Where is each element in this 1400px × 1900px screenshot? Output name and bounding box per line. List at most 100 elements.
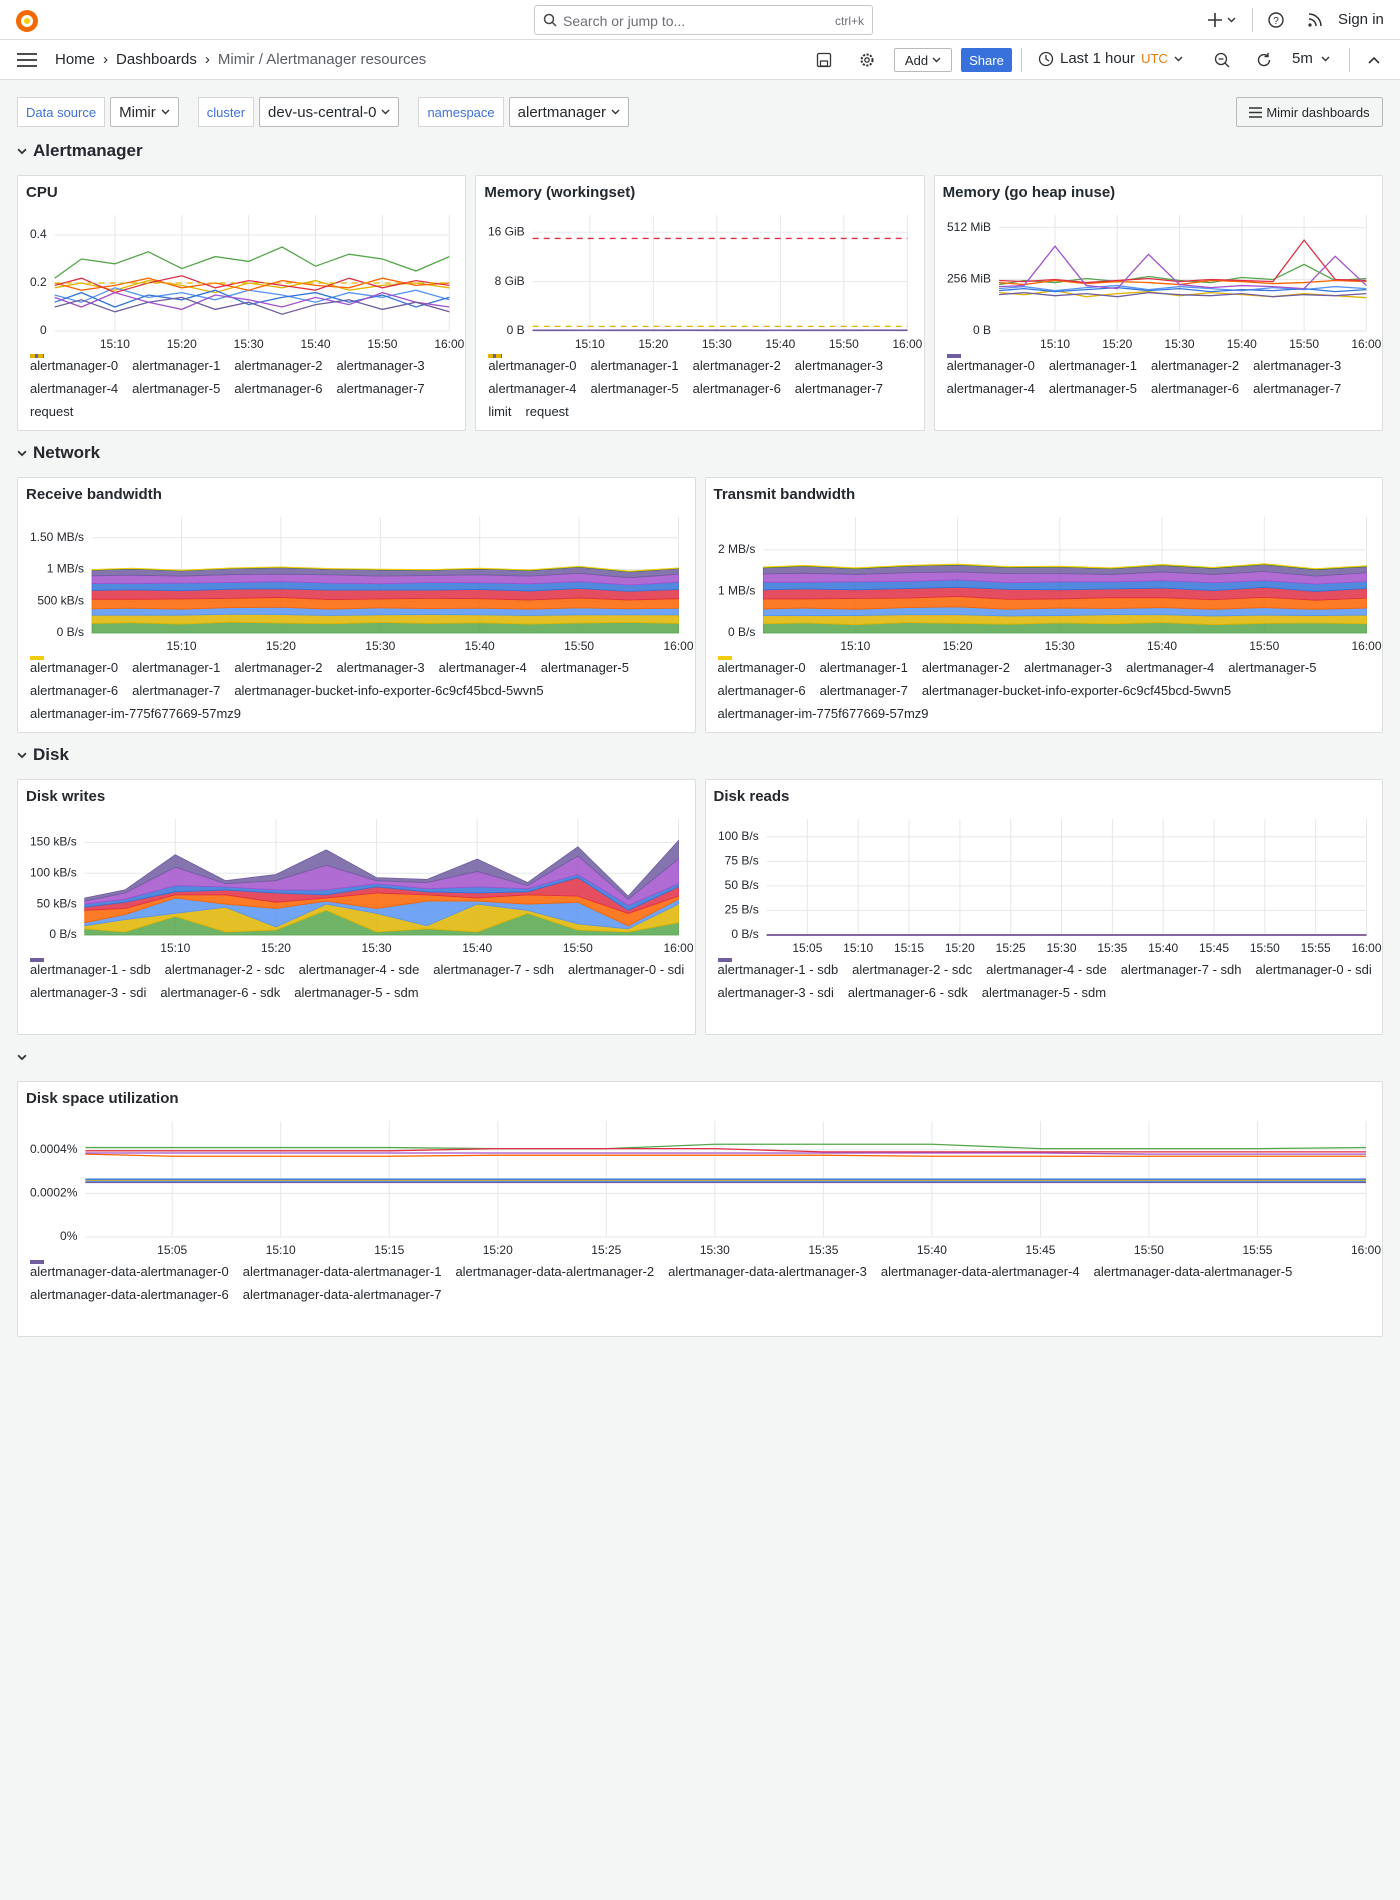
row-header[interactable] bbox=[17, 1043, 27, 1071]
legend-item[interactable]: alertmanager-data-alertmanager-3 bbox=[30, 1260, 867, 1283]
legend-item[interactable]: alertmanager-6 bbox=[30, 354, 323, 400]
legend-item[interactable]: alertmanager-1 - sdb bbox=[30, 958, 151, 981]
legend-item[interactable]: alertmanager-7 - sdh bbox=[30, 958, 554, 981]
legend-label: alertmanager-bucket-info-exporter-6c9cf4… bbox=[921, 683, 1232, 698]
legend-label: alertmanager-6 bbox=[234, 381, 323, 396]
legend-item[interactable]: alertmanager-2 bbox=[30, 656, 322, 679]
legend-item[interactable]: alertmanager-5 bbox=[30, 354, 220, 400]
legend-item[interactable]: alertmanager-5 bbox=[717, 656, 1316, 679]
settings-icon[interactable] bbox=[859, 52, 875, 68]
legend-item[interactable]: alertmanager-6 bbox=[946, 354, 1239, 400]
legend-item[interactable]: alertmanager-7 bbox=[946, 354, 1341, 400]
legend-item[interactable]: alertmanager-7 - sdh bbox=[717, 958, 1241, 981]
legend: alertmanager-data-alertmanager-0 alertman… bbox=[30, 1260, 1374, 1306]
breadcrumb[interactable]: Dashboards bbox=[116, 51, 197, 68]
legend-item[interactable]: alertmanager-2 - sdc bbox=[717, 958, 972, 981]
menu-icon[interactable] bbox=[17, 52, 37, 68]
legend-item[interactable]: alertmanager-4 bbox=[30, 354, 118, 400]
row-header[interactable]: Disk bbox=[17, 741, 69, 769]
legend-item[interactable]: alertmanager-7 bbox=[30, 656, 220, 702]
legend-item[interactable]: alertmanager-5 - sdm bbox=[717, 958, 1106, 1004]
legend-item[interactable]: request bbox=[30, 354, 74, 423]
legend-item[interactable]: alertmanager-data-alertmanager-1 bbox=[30, 1260, 441, 1283]
legend-item[interactable]: alertmanager-data-alertmanager-5 bbox=[30, 1260, 1292, 1283]
help-icon[interactable]: ? bbox=[1268, 12, 1284, 28]
legend-item[interactable]: alertmanager-1 - sdb bbox=[717, 958, 838, 981]
legend-item[interactable]: alertmanager-5 bbox=[946, 354, 1137, 400]
legend-item[interactable]: alertmanager-3 bbox=[717, 656, 1112, 679]
refresh-icon[interactable] bbox=[1256, 52, 1272, 68]
legend-item[interactable]: alertmanager-1 bbox=[946, 354, 1137, 377]
x-tick-label: 16:00 bbox=[1351, 639, 1381, 653]
legend-item[interactable]: alertmanager-3 - sdi bbox=[30, 958, 146, 1004]
grafana-logo[interactable] bbox=[14, 8, 40, 34]
share-button[interactable]: Share bbox=[961, 48, 1012, 72]
legend-item[interactable]: alertmanager-7 bbox=[30, 354, 425, 400]
legend-item[interactable]: alertmanager-2 bbox=[488, 354, 781, 377]
legend-item[interactable]: alertmanager-1 bbox=[30, 354, 220, 377]
legend-item[interactable]: alertmanager-4 bbox=[717, 656, 1214, 679]
row-header[interactable]: Alertmanager bbox=[17, 137, 143, 165]
variable-value[interactable]: Mimir bbox=[110, 97, 179, 127]
legend-item[interactable]: alertmanager-data-alertmanager-0 bbox=[30, 1260, 229, 1283]
row-header[interactable]: Network bbox=[17, 439, 100, 467]
legend-item[interactable]: alertmanager-0 - sdi bbox=[30, 958, 684, 981]
legend-item[interactable]: alertmanager-3 - sdi bbox=[717, 958, 834, 1004]
variable-value[interactable]: dev-us-central-0 bbox=[259, 97, 400, 127]
news-icon[interactable] bbox=[1308, 13, 1322, 27]
collapse-icon[interactable] bbox=[1368, 56, 1380, 64]
legend-item[interactable]: alertmanager-4 bbox=[488, 354, 576, 400]
legend-item[interactable]: alertmanager-6 - sdk bbox=[717, 958, 968, 1004]
legend-item[interactable]: alertmanager-3 bbox=[946, 354, 1341, 377]
legend-item[interactable]: alertmanager-5 bbox=[30, 656, 629, 679]
legend-item[interactable]: alertmanager-0 - sdi bbox=[717, 958, 1372, 981]
chevron bbox=[932, 57, 941, 63]
legend-item[interactable]: alertmanager-2 bbox=[717, 656, 1010, 679]
legend-item[interactable]: limit bbox=[488, 354, 511, 423]
legend-item[interactable]: alertmanager-6 bbox=[30, 656, 118, 702]
time-picker[interactable]: Last 1 hour UTC bbox=[1038, 50, 1183, 67]
legend-item[interactable]: request bbox=[488, 354, 569, 423]
refresh-interval[interactable]: 5m bbox=[1292, 50, 1330, 67]
legend-item[interactable]: alertmanager-4 - sde bbox=[30, 958, 419, 981]
legend-item[interactable]: alertmanager-im-775f677669-57mz9 bbox=[30, 656, 241, 725]
legend-item[interactable]: alertmanager-4 bbox=[30, 656, 527, 679]
legend-item[interactable]: alertmanager-bucket-info-exporter-6c9cf4… bbox=[717, 656, 1232, 702]
legend-item[interactable]: alertmanager-1 bbox=[717, 656, 908, 679]
search-box[interactable]: Search or jump to... ctrl+k bbox=[534, 5, 873, 35]
breadcrumb[interactable]: Home bbox=[55, 51, 96, 68]
legend-item[interactable]: alertmanager-3 bbox=[488, 354, 883, 377]
legend-item[interactable]: alertmanager-3 bbox=[30, 354, 425, 377]
legend-item[interactable]: alertmanager-6 bbox=[717, 656, 806, 702]
legend-item[interactable]: alertmanager-1 bbox=[488, 354, 679, 377]
legend-item[interactable]: alertmanager-bucket-info-exporter-6c9cf4… bbox=[30, 656, 544, 702]
sign-in[interactable]: Sign in bbox=[1338, 11, 1384, 28]
chevron bbox=[381, 109, 390, 115]
legend-item[interactable]: alertmanager-2 bbox=[30, 354, 322, 377]
variable-value[interactable]: alertmanager bbox=[508, 97, 630, 127]
legend-item[interactable]: alertmanager-6 bbox=[488, 354, 781, 400]
legend-item[interactable]: alertmanager-2 - sdc bbox=[30, 958, 285, 981]
legend-item[interactable]: alertmanager-data-alertmanager-7 bbox=[30, 1260, 441, 1306]
legend-item[interactable]: alertmanager-6 - sdk bbox=[30, 958, 280, 1004]
legend-label: request bbox=[30, 404, 74, 419]
legend-item[interactable]: alertmanager-data-alertmanager-2 bbox=[30, 1260, 654, 1283]
add-button[interactable]: Add bbox=[894, 48, 952, 72]
legend-item[interactable]: alertmanager-data-alertmanager-6 bbox=[30, 1260, 229, 1306]
legend-item[interactable]: alertmanager-7 bbox=[488, 354, 883, 400]
legend-item[interactable]: alertmanager-7 bbox=[717, 656, 908, 702]
legend-item[interactable]: alertmanager-data-alertmanager-4 bbox=[30, 1260, 1080, 1283]
legend-label: alertmanager-1 - sdb bbox=[30, 962, 151, 977]
legend-item[interactable]: alertmanager-3 bbox=[30, 656, 425, 679]
legend-item[interactable]: alertmanager-2 bbox=[946, 354, 1239, 377]
legend-item[interactable]: alertmanager-im-775f677669-57mz9 bbox=[717, 656, 929, 725]
save-icon[interactable] bbox=[816, 52, 832, 68]
new-button[interactable] bbox=[1208, 12, 1238, 28]
dashboard-link[interactable]: Mimir dashboards bbox=[1236, 97, 1383, 127]
zoom-out-icon[interactable] bbox=[1214, 52, 1230, 68]
legend-item[interactable]: alertmanager-4 bbox=[946, 354, 1035, 400]
legend-item[interactable]: alertmanager-5 bbox=[488, 354, 679, 400]
legend-item[interactable]: alertmanager-5 - sdm bbox=[30, 958, 419, 1004]
legend-item[interactable]: alertmanager-1 bbox=[30, 656, 220, 679]
legend-item[interactable]: alertmanager-4 - sde bbox=[717, 958, 1107, 981]
